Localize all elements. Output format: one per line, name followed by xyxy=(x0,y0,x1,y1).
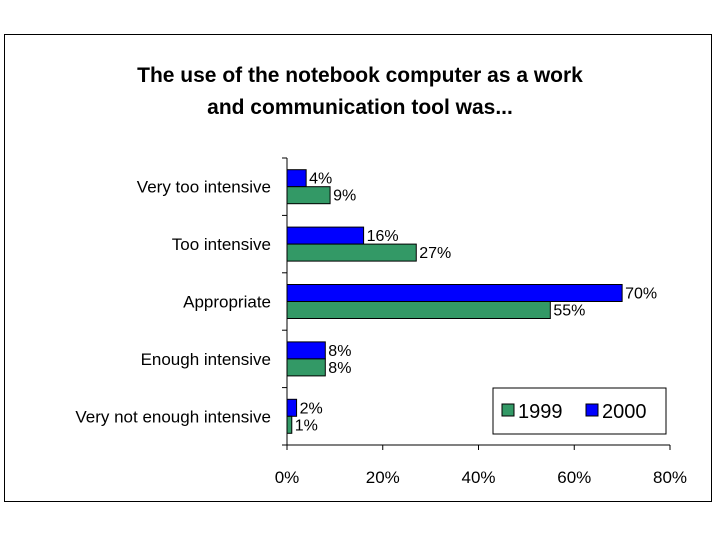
category-label: Appropriate xyxy=(183,293,271,312)
chart-frame xyxy=(4,34,712,502)
legend-label-2000: 2000 xyxy=(602,401,647,423)
chart-title-line-2: and communication tool was... xyxy=(207,96,513,119)
bar-1999 xyxy=(286,243,417,262)
legend-box xyxy=(492,387,667,435)
data-label-2000: 8% xyxy=(328,343,351,360)
legend-swatch-2000 xyxy=(585,403,599,417)
bar-2000 xyxy=(286,169,307,188)
bar-2000 xyxy=(286,341,326,360)
legend: 1999 2000 xyxy=(492,387,667,435)
data-label-2000: 2% xyxy=(300,400,323,417)
data-label-1999: 8% xyxy=(328,360,351,377)
x-tick-label: 0% xyxy=(275,468,300,487)
data-label-1999: 55% xyxy=(553,303,585,320)
category-label: Enough intensive xyxy=(141,350,271,369)
data-label-2000: 4% xyxy=(309,171,332,188)
category-label: Too intensive xyxy=(172,235,271,254)
category-label: Very too intensive xyxy=(137,178,271,197)
legend-swatch-1999 xyxy=(501,403,515,417)
data-label-2000: 70% xyxy=(625,286,657,303)
x-tick-label: 20% xyxy=(366,468,400,487)
data-label-1999: 27% xyxy=(419,245,451,262)
data-label-2000: 16% xyxy=(367,228,399,245)
bar-1999 xyxy=(286,301,551,319)
chart-title-line-1: The use of the notebook computer as a wo… xyxy=(137,64,583,87)
x-tick-label: 40% xyxy=(461,468,495,487)
category-label: Very not enough intensive xyxy=(75,407,271,426)
bar-1999 xyxy=(286,415,293,434)
bar-2000 xyxy=(286,226,365,245)
data-label-1999: 1% xyxy=(295,417,318,434)
x-tick-label: 60% xyxy=(557,468,591,487)
data-label-1999: 9% xyxy=(333,188,356,205)
bar-2000 xyxy=(286,284,623,302)
bar-1999 xyxy=(286,186,331,205)
legend-label-1999: 1999 xyxy=(518,401,563,423)
bar-2000 xyxy=(286,398,298,417)
bar-1999 xyxy=(286,358,326,377)
plot-area: Very too intensive 4%9% Too intensive 16% 27… xyxy=(75,157,687,487)
x-tick-label: 80% xyxy=(653,468,687,487)
